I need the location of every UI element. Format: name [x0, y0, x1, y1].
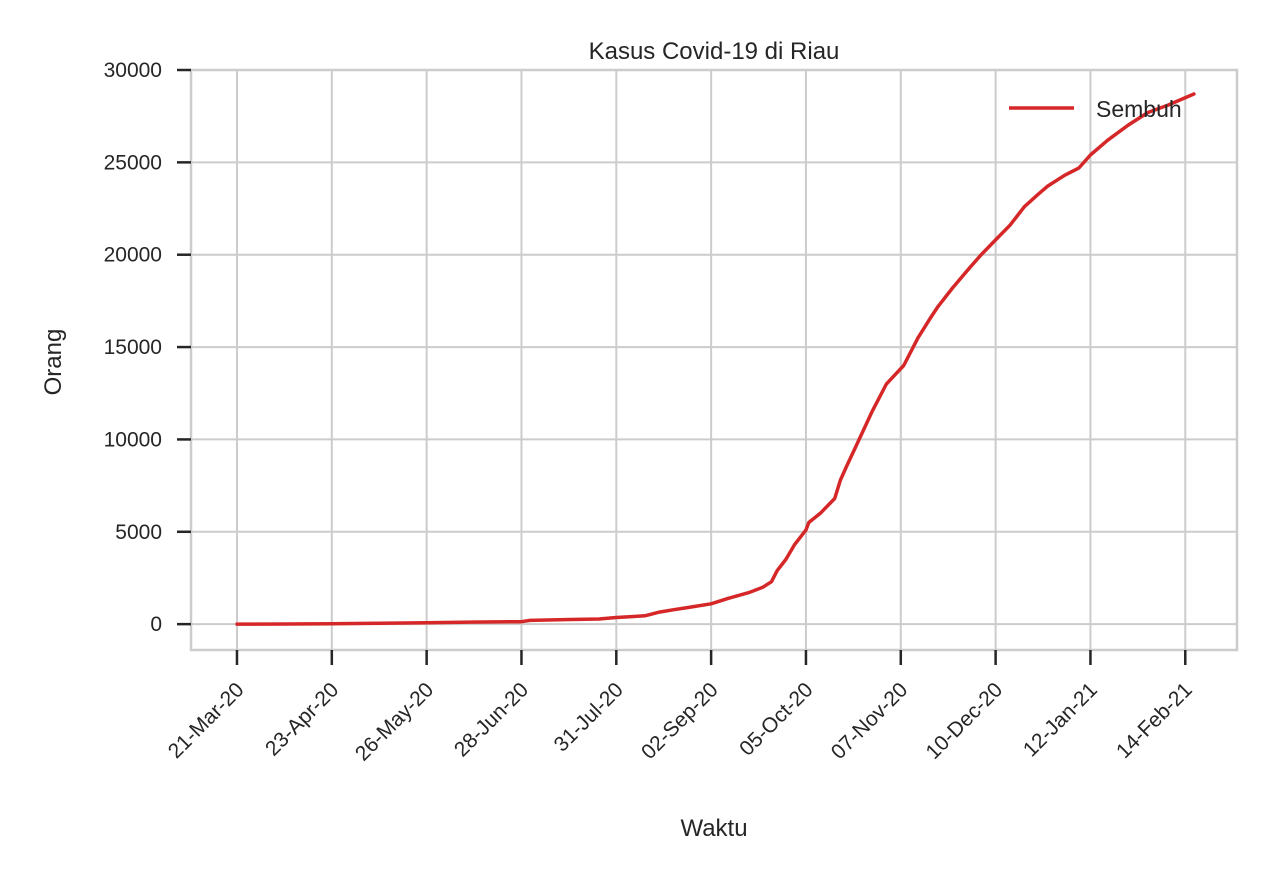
- x-tick-label: 31-Jul-20: [550, 678, 628, 756]
- x-tick-label: 10-Dec-20: [922, 678, 1008, 764]
- x-tick-label: 14-Feb-21: [1112, 678, 1197, 763]
- y-axis: 0 5000 10000 15000 20000 25000 30000: [104, 59, 191, 636]
- x-tick-label: 12-Jan-21: [1019, 678, 1102, 761]
- x-tick-label: 07-Nov-20: [827, 678, 913, 764]
- y-axis-title: Orang: [40, 329, 67, 396]
- series-layer: [235, 92, 1196, 626]
- y-tick-label: 0: [150, 613, 162, 636]
- y-tick-label: 10000: [104, 428, 162, 451]
- legend: Sembuh: [1009, 96, 1182, 122]
- y-tick-label: 30000: [104, 59, 162, 82]
- chart-title: Kasus Covid-19 di Riau: [589, 38, 840, 65]
- y-tick-label: 25000: [104, 151, 162, 174]
- gridlines: [191, 69, 1237, 650]
- x-tick-label: 23-Apr-20: [261, 678, 343, 760]
- y-tick-label: 15000: [104, 336, 162, 359]
- x-axis-title: Waktu: [680, 815, 747, 842]
- x-tick-label: 21-Mar-20: [164, 678, 249, 763]
- series-line-sembuh: [235, 92, 1196, 626]
- x-tick-label: 02-Sep-20: [637, 678, 723, 764]
- x-axis: 21-Mar-20 23-Apr-20 26-May-20 28-Jun-20 31-J…: [164, 650, 1197, 766]
- x-tick-label: 26-May-20: [351, 678, 438, 765]
- x-tick-label: 05-Oct-20: [735, 678, 817, 760]
- y-tick-label: 5000: [115, 521, 162, 544]
- plot-frame: [189, 68, 1239, 652]
- legend-label-sembuh: Sembuh: [1096, 96, 1182, 122]
- y-tick-label: 20000: [104, 244, 162, 267]
- x-tick-label: 28-Jun-20: [450, 678, 533, 761]
